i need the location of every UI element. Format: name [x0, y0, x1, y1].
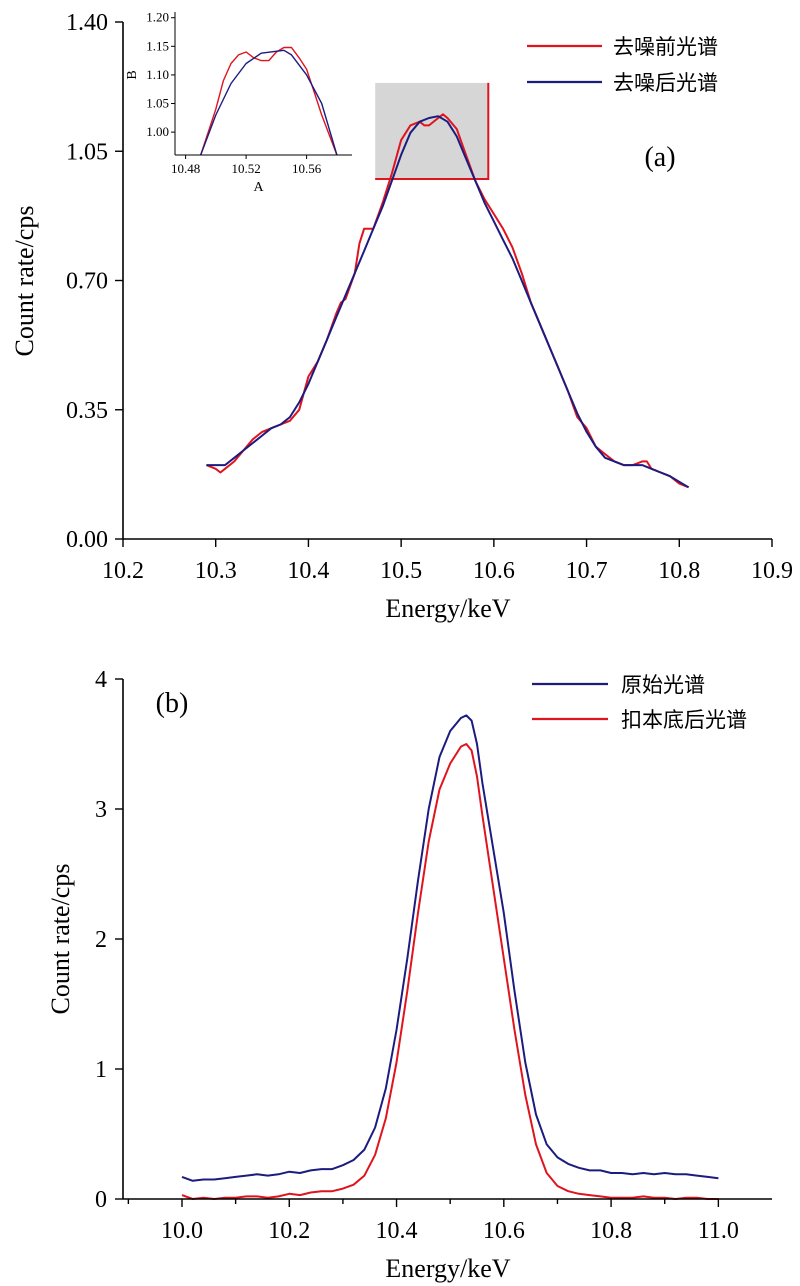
inset-series-line-after-denoise [200, 49, 338, 156]
series-line-before-denoise [206, 113, 689, 489]
legend-label-before-denoise: 去噪前光谱 [613, 35, 718, 59]
inset-y-axis-title: B [125, 70, 140, 79]
inset-x-tick-label: 10.52 [231, 161, 260, 176]
x-tick-label-b: 10.2 [268, 1218, 310, 1244]
inset-x-tick-label: 10.56 [292, 161, 322, 176]
x-tick-label-b: 10.0 [161, 1218, 203, 1244]
y-tick-label-b: 4 [95, 667, 107, 693]
x-axis-title-b: Energy/keV [385, 1254, 510, 1283]
x-tick-label-b: 10.6 [483, 1218, 525, 1244]
y-tick-label-b: 2 [95, 927, 107, 953]
x-tick-label-a: 10.6 [473, 558, 515, 584]
y-tick-label-a: 0.70 [66, 269, 108, 295]
inset-y-tick-label: 1.15 [146, 38, 169, 53]
x-tick-label-a: 10.4 [287, 558, 329, 584]
y-tick-label-b: 3 [95, 797, 107, 823]
series-line-after-denoise [206, 115, 690, 489]
y-tick-label-b: 0 [95, 1187, 107, 1213]
x-tick-label-a: 10.2 [102, 558, 144, 584]
y-tick-label-a: 0.35 [66, 398, 108, 424]
series-line-raw-spectrum [181, 714, 719, 1182]
inset-y-tick-label: 1.00 [146, 124, 169, 139]
y-tick-label-a: 1.40 [66, 10, 108, 36]
legend-label-raw-spectrum: 原始光谱 [621, 673, 705, 697]
y-tick-label-a: 0.00 [66, 527, 108, 553]
inset-y-tick-label: 1.10 [146, 67, 169, 82]
x-tick-label-a: 10.7 [566, 558, 608, 584]
inset-y-tick-label: 1.20 [146, 10, 169, 25]
inset-x-axis-title: A [253, 180, 264, 195]
legend-label-after-denoise: 去噪后光谱 [613, 71, 718, 95]
panel-label-b: (b) [156, 688, 189, 719]
panel-label-a: (a) [644, 142, 675, 173]
x-tick-label-a: 10.9 [751, 558, 793, 584]
x-tick-label-b: 11.0 [698, 1218, 739, 1244]
y-axis-title-a: Count rate/cps [10, 206, 39, 357]
inset-x-tick-label: 10.48 [171, 161, 200, 176]
zoom-region-box [375, 82, 489, 179]
inset-series-line-before-denoise [200, 46, 338, 156]
zoom-region-edge [375, 82, 490, 180]
y-tick-label-a: 1.05 [66, 139, 108, 165]
x-tick-label-b: 10.8 [590, 1218, 632, 1244]
x-axis-title-a: Energy/keV [385, 594, 510, 623]
x-tick-label-b: 10.4 [376, 1218, 418, 1244]
inset-y-tick-label: 1.05 [146, 96, 169, 111]
x-tick-label-a: 10.5 [380, 558, 422, 584]
x-tick-label-a: 10.8 [658, 558, 700, 584]
x-tick-label-a: 10.3 [195, 558, 237, 584]
legend-label-background-subtracted: 扣本底后光谱 [621, 708, 747, 732]
y-axis-title-b: Count rate/cps [46, 864, 75, 1015]
y-tick-label-b: 1 [95, 1057, 107, 1083]
series-line-background-subtracted [181, 743, 719, 1200]
